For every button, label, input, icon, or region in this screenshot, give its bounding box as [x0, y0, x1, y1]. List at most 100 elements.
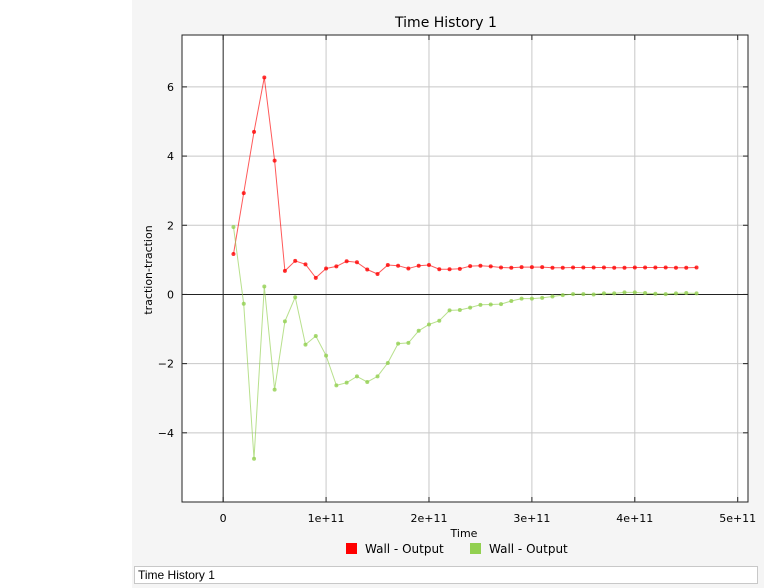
series-2-point: [406, 340, 411, 345]
series-1-point: [519, 265, 524, 270]
series-1-point: [612, 265, 617, 270]
series-2-point: [653, 291, 658, 296]
x-tick-label: 1e+11: [308, 512, 345, 525]
series-2-point: [499, 302, 504, 307]
series-2-point: [252, 456, 257, 461]
series-1-point: [344, 259, 349, 264]
series-2-point: [241, 301, 246, 306]
series-1-point: [550, 265, 555, 270]
series-2-point: [684, 291, 689, 296]
series-1-point: [375, 272, 380, 277]
series-1-point: [231, 251, 236, 256]
series-1-point: [560, 265, 565, 270]
x-tick-label: 2e+11: [410, 512, 447, 525]
series-1-point: [529, 265, 534, 270]
series-1-point: [632, 265, 637, 270]
y-tick-label: 4: [167, 150, 174, 163]
series-1-point: [303, 262, 308, 267]
y-tick-label: 0: [167, 288, 174, 301]
series-2-point: [396, 341, 401, 346]
series-1-point: [354, 260, 359, 265]
x-axis-label: Time: [450, 527, 478, 540]
series-2-point: [365, 379, 370, 384]
series-1-point: [426, 263, 431, 268]
series-2-point: [385, 360, 390, 365]
series-2-point: [437, 318, 442, 323]
series-1-point: [694, 265, 699, 270]
series-1-point: [488, 264, 493, 269]
series-2-point: [282, 319, 287, 324]
series-2-point: [663, 292, 668, 297]
series-2-point: [509, 299, 514, 304]
series-1-point: [396, 263, 401, 268]
y-tick-label: −4: [158, 427, 174, 440]
series-1-point: [437, 267, 442, 272]
series-1-point: [673, 265, 678, 270]
series-2-point: [344, 380, 349, 385]
series-1-point: [468, 264, 473, 269]
series-2-point: [354, 374, 359, 379]
x-tick-label: 0: [220, 512, 227, 525]
legend-label-2: Wall - Output: [489, 542, 568, 556]
series-2-point: [643, 291, 648, 296]
y-axis-label: traction-traction: [142, 225, 155, 314]
legend-label-1: Wall - Output: [365, 542, 444, 556]
series-1-point: [252, 129, 257, 134]
series-1-point: [571, 265, 576, 270]
series-2-point: [632, 290, 637, 295]
series-2-point: [478, 302, 483, 307]
series-2-point: [375, 374, 380, 379]
series-2-point: [416, 328, 421, 333]
series-1-point: [313, 275, 318, 280]
series-2-point: [540, 295, 545, 300]
series-2-point: [601, 291, 606, 296]
y-tick-label: −2: [158, 358, 174, 371]
series-1-point: [478, 263, 483, 268]
series-1-point: [643, 265, 648, 270]
series-2-point: [426, 322, 431, 327]
series-1-point: [293, 258, 298, 263]
series-2-point: [581, 292, 586, 297]
chart-title: Time History 1: [394, 15, 497, 31]
series-2-point: [303, 342, 308, 347]
series-2-point: [529, 296, 534, 301]
series-2-point: [457, 308, 462, 313]
series-2-point: [468, 305, 473, 310]
series-2-point: [313, 333, 318, 338]
x-tick-label: 3e+11: [513, 512, 550, 525]
y-tick-label: 2: [167, 219, 174, 232]
series-1-point: [385, 263, 390, 268]
series-1-point: [272, 158, 277, 163]
series-2-point: [262, 284, 267, 289]
series-2-point: [550, 294, 555, 299]
series-1-point: [241, 191, 246, 196]
data-series: [231, 75, 699, 461]
series-1-point: [365, 267, 370, 272]
series-2-point: [622, 290, 627, 295]
series-1-point: [663, 265, 668, 270]
plot-area: [181, 34, 749, 503]
legend: Wall - Output Wall - Output: [346, 542, 568, 556]
series-2-point: [694, 291, 699, 296]
series-line-1: [233, 77, 697, 279]
series-2-point: [293, 295, 298, 300]
series-1-point: [416, 263, 421, 268]
series-2-point: [488, 302, 493, 307]
series-2-point: [571, 292, 576, 297]
series-1-point: [509, 265, 514, 270]
series-1-point: [601, 265, 606, 270]
series-1-point: [499, 265, 504, 270]
series-1-point: [591, 265, 596, 270]
legend-swatch-red: [346, 543, 357, 554]
series-2-point: [560, 293, 565, 298]
series-1-point: [684, 265, 689, 270]
series-2-point: [519, 296, 524, 301]
series-1-point: [282, 268, 287, 273]
series-2-point: [231, 224, 236, 229]
history-name-field[interactable]: Time History 1: [134, 566, 758, 584]
series-2-point: [673, 291, 678, 296]
series-1-point: [457, 266, 462, 271]
series-2-point: [591, 292, 596, 297]
series-1-point: [581, 265, 586, 270]
legend-swatch-green: [470, 543, 481, 554]
